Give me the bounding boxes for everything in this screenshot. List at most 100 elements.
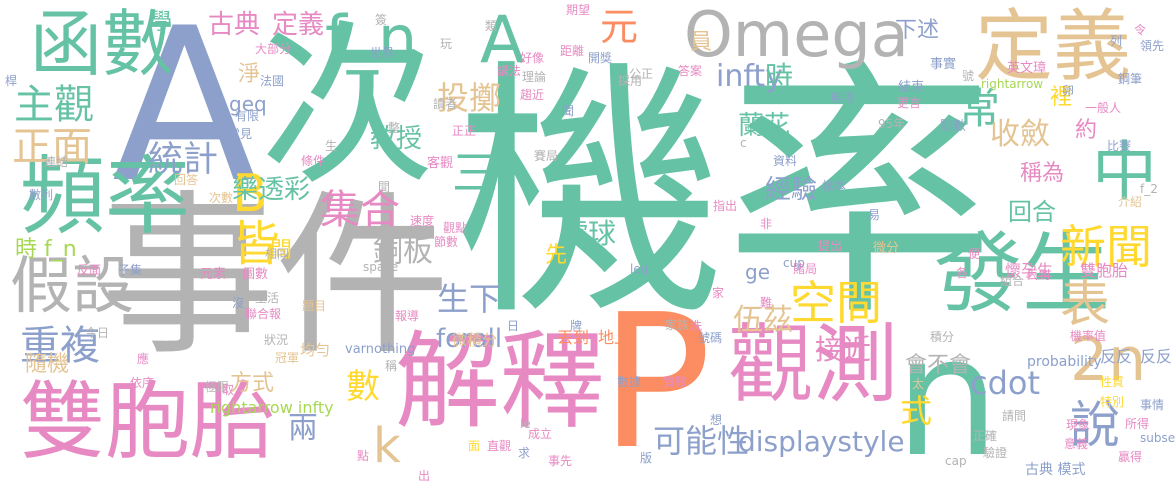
cloud-word: 介紹	[1118, 195, 1143, 209]
cloud-word: 樂透彩	[232, 175, 311, 205]
cloud-word: 表	[1060, 275, 1110, 333]
cloud-word: 日	[507, 319, 520, 333]
cloud-word: 指出	[713, 199, 738, 213]
cloud-word: 玩	[440, 37, 453, 51]
cloud-word: 冠軍	[275, 351, 300, 365]
cloud-word: 家	[712, 286, 725, 300]
cloud-word: 投擲	[437, 79, 502, 117]
cloud-word: 元	[600, 5, 639, 49]
cloud-word: 答案	[678, 64, 703, 78]
cloud-word: 問	[270, 238, 293, 263]
cloud-word: 資料	[773, 154, 798, 168]
cloud-word: 太	[912, 377, 925, 391]
cloud-word: 主觀	[14, 82, 94, 128]
cloud-word: rightarrow infty	[210, 398, 334, 417]
cloud-word: 數列	[29, 188, 54, 202]
cloud-word: 常見	[228, 127, 253, 141]
cloud-word: rightarrow	[981, 77, 1044, 91]
cloud-word: cdot	[970, 364, 1041, 402]
cloud-word: 皆	[232, 216, 281, 272]
cloud-word: 現象	[1066, 418, 1091, 432]
cloud-word: 回合	[1008, 198, 1056, 226]
cloud-word: 會不會	[905, 353, 972, 378]
cloud-word: 下述	[895, 18, 940, 43]
cloud-word: 整	[388, 121, 401, 135]
cloud-word: leq	[630, 262, 649, 276]
cloud-word: 版	[640, 451, 653, 465]
cloud-word: 定義	[272, 10, 325, 40]
cloud-word: 丟到	[557, 328, 590, 347]
cloud-word: 回答	[174, 173, 199, 187]
cloud-word: 個數	[242, 267, 269, 282]
cloud-word: 比賽	[1107, 139, 1132, 153]
cloud-word: 式	[900, 392, 933, 430]
cloud-word: 理論	[522, 70, 547, 84]
cloud-word: 今日	[85, 326, 110, 340]
cloud-word: 反反	[1140, 347, 1173, 366]
cloud-word: cap	[945, 454, 967, 468]
cloud-word: 期望	[566, 3, 591, 17]
cloud-word: 機率值	[1070, 329, 1107, 343]
cloud-word: 空間	[790, 276, 882, 330]
cloud-word: 法國	[260, 74, 285, 88]
cloud-word: 賭局	[793, 262, 818, 276]
cloud-word: 常	[958, 84, 1001, 133]
cloud-word: 各	[956, 266, 969, 280]
cloud-word: 讀者	[433, 97, 458, 111]
cloud-word: 類	[485, 19, 498, 33]
cloud-word: 依序	[130, 376, 155, 390]
cloud-word: ge	[745, 260, 770, 284]
cloud-word: 觀點	[443, 221, 468, 235]
cloud-word: 95年	[878, 117, 906, 131]
cloud-word: 性質	[1100, 375, 1125, 389]
cloud-word: 觀測	[728, 316, 899, 415]
cloud-word: 雙胞胎	[20, 373, 276, 472]
cloud-word: 客觀	[427, 156, 454, 171]
cloud-word: 報導	[395, 309, 420, 323]
cloud-word: 銅板	[373, 234, 433, 269]
cloud-word: 大部分	[255, 42, 292, 56]
cloud-word: infty	[716, 59, 783, 94]
cloud-word: 機率	[455, 37, 995, 352]
cloud-word: 伍茲	[733, 303, 793, 338]
cloud-word: 聯合報	[245, 307, 282, 321]
cloud-word: 易	[868, 208, 881, 222]
cloud-word: subset	[1140, 431, 1175, 445]
cloud-word: 相同	[265, 247, 290, 261]
cloud-word: 三	[452, 146, 498, 200]
cloud-word: 沒	[232, 296, 245, 310]
cloud-word: 正正	[452, 124, 477, 138]
cloud-word: 題目	[302, 299, 327, 313]
cloud-word: 中	[1092, 135, 1158, 210]
cloud-word: 號球	[560, 217, 617, 250]
cloud-word: 數	[346, 367, 380, 407]
cloud-word: 時 f_n	[15, 237, 77, 262]
cloud-word: 家族	[665, 318, 690, 332]
cloud-word: 無限	[830, 91, 855, 105]
cloud-word: 丟到	[1026, 268, 1051, 282]
cloud-word: 組合	[1000, 274, 1025, 288]
cloud-word: f_2	[1140, 182, 1158, 196]
cloud-word: 裡	[1050, 85, 1073, 110]
cloud-word: 時	[765, 60, 794, 93]
cloud-word: 狀況	[264, 333, 289, 347]
cloud-word: 節數	[434, 235, 459, 249]
cloud-word: 樣本	[822, 179, 847, 193]
cloud-word: 點數	[940, 119, 967, 134]
cloud-word: 方式	[230, 371, 275, 396]
cloud-word: A	[480, 3, 525, 78]
cloud-word: 生	[325, 139, 338, 153]
cloud-word: 點	[357, 449, 370, 463]
cloud-word: 連結	[44, 155, 69, 169]
cloud-word: 英文璋	[1007, 61, 1047, 76]
cloud-word: 說	[1070, 396, 1120, 454]
cloud-word: 桿	[5, 74, 18, 88]
cloud-word: 事先	[548, 454, 573, 468]
cloud-word: 定義	[975, 2, 1132, 92]
cloud-word: 提出	[818, 239, 843, 253]
cloud-word: 開獎	[588, 51, 613, 65]
cloud-word: 便	[968, 247, 981, 261]
cloud-word: 生下	[437, 280, 502, 318]
cloud-word: 接近	[815, 333, 872, 366]
